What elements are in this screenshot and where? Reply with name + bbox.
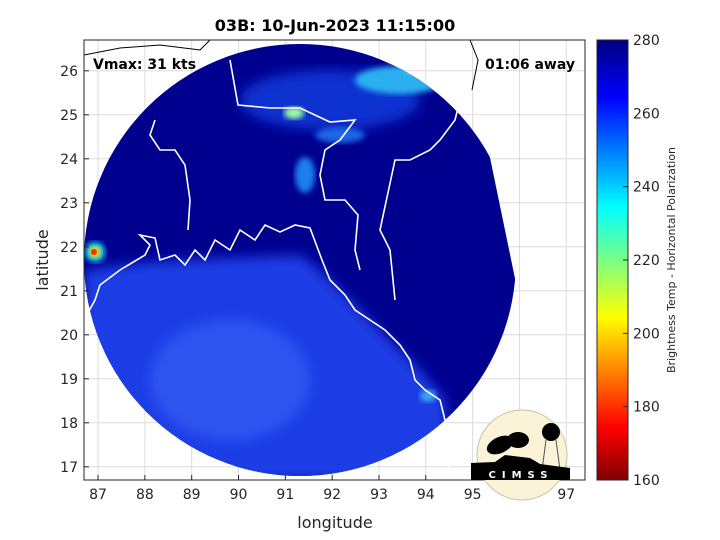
y-axis-label: latitude xyxy=(33,229,52,290)
brightness-temp-swath xyxy=(84,44,516,476)
chart-title: 03B: 10-Jun-2023 11:15:00 xyxy=(215,16,455,35)
colorbar-tick-label: 160 xyxy=(633,473,660,489)
y-tick-label: 25 xyxy=(60,108,78,124)
logo-text: CIMSS xyxy=(489,470,554,481)
y-tick-label: 17 xyxy=(60,460,78,476)
x-tick-label: 89 xyxy=(183,487,201,503)
y-tick-label: 22 xyxy=(60,240,78,256)
x-axis: 8788899091929394959697 xyxy=(89,475,575,503)
y-tick-label: 21 xyxy=(60,284,78,300)
x-tick-label: 94 xyxy=(417,487,435,503)
y-tick-label: 26 xyxy=(60,64,78,80)
colorbar-tick-label: 200 xyxy=(633,326,660,342)
colorbar-tick-label: 260 xyxy=(633,106,660,122)
x-tick-label: 88 xyxy=(136,487,154,503)
coastline xyxy=(84,59,471,480)
x-tick-label: 91 xyxy=(276,487,294,503)
x-tick-label: 87 xyxy=(89,487,107,503)
x-tick-label: 93 xyxy=(370,487,388,503)
cimss-logo: CIMSS xyxy=(471,409,570,501)
time-away-label: 01:06 away xyxy=(485,57,575,73)
y-tick-label: 20 xyxy=(60,328,78,344)
x-tick-label: 97 xyxy=(557,487,575,503)
colorbar-label: Brightness Temp - Horizontal Polarizatio… xyxy=(665,147,678,373)
colorbar-tick-label: 220 xyxy=(633,253,660,269)
y-tick-label: 18 xyxy=(60,416,78,432)
x-axis-label: longitude xyxy=(297,513,372,532)
y-tick-label: 19 xyxy=(60,372,78,388)
x-tick-label: 90 xyxy=(230,487,248,503)
colorbar-tick-label: 240 xyxy=(633,180,660,196)
vmax-label: Vmax: 31 kts xyxy=(93,57,196,73)
y-axis: 17 18 19 20 21 22 23 24 25 26 xyxy=(60,64,89,476)
x-tick-label: 95 xyxy=(464,487,482,503)
y-tick-label: 24 xyxy=(60,152,78,168)
axes-frame xyxy=(83,39,586,481)
y-tick-label: 23 xyxy=(60,196,78,212)
colorbar-tick-label: 180 xyxy=(633,400,660,416)
colorbar-tick-label: 280 xyxy=(633,33,660,49)
colorbar-ticks: 280 260 240 220 200 180 160 xyxy=(623,33,660,489)
x-tick-label: 92 xyxy=(323,487,341,503)
colorbar xyxy=(596,39,629,481)
